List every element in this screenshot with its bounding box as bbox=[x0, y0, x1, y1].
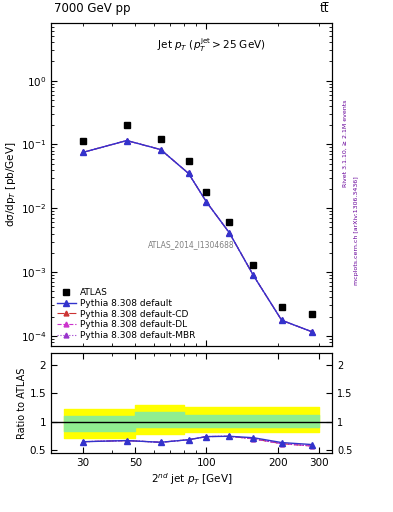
ATLAS bbox=[227, 219, 232, 225]
Pythia 8.308 default-DL bbox=[81, 150, 85, 156]
Pythia 8.308 default-CD bbox=[186, 170, 191, 177]
Pythia 8.308 default bbox=[158, 146, 163, 153]
Pythia 8.308 default-DL bbox=[227, 230, 232, 236]
Pythia 8.308 default-MBR bbox=[158, 146, 163, 153]
ATLAS bbox=[310, 311, 314, 317]
Pythia 8.308 default bbox=[204, 199, 209, 205]
Pythia 8.308 default-CD bbox=[279, 317, 284, 323]
ATLAS bbox=[251, 262, 256, 268]
Pythia 8.308 default-CD bbox=[310, 329, 314, 335]
ATLAS bbox=[158, 136, 163, 142]
Pythia 8.308 default bbox=[125, 137, 129, 143]
ATLAS bbox=[204, 189, 209, 195]
Line: Pythia 8.308 default-MBR: Pythia 8.308 default-MBR bbox=[81, 138, 314, 334]
Pythia 8.308 default-MBR bbox=[125, 137, 129, 143]
Pythia 8.308 default-CD bbox=[81, 150, 85, 156]
Pythia 8.308 default-CD bbox=[227, 230, 232, 236]
Pythia 8.308 default bbox=[227, 230, 232, 236]
Pythia 8.308 default-MBR bbox=[186, 170, 191, 177]
Pythia 8.308 default-MBR bbox=[204, 199, 209, 205]
Text: 7000 GeV pp: 7000 GeV pp bbox=[54, 2, 130, 15]
ATLAS bbox=[186, 158, 191, 164]
Pythia 8.308 default bbox=[251, 272, 256, 279]
X-axis label: $2^{nd}$ jet $p_T$ [GeV]: $2^{nd}$ jet $p_T$ [GeV] bbox=[151, 471, 232, 486]
Pythia 8.308 default bbox=[310, 329, 314, 335]
Text: Rivet 3.1.10, ≥ 2.1M events: Rivet 3.1.10, ≥ 2.1M events bbox=[343, 100, 348, 187]
Pythia 8.308 default-DL bbox=[310, 329, 314, 335]
ATLAS bbox=[81, 137, 85, 143]
Pythia 8.308 default bbox=[279, 317, 284, 323]
Pythia 8.308 default-CD bbox=[204, 199, 209, 205]
Pythia 8.308 default-DL bbox=[251, 272, 256, 279]
Pythia 8.308 default-CD bbox=[158, 146, 163, 153]
Text: mcplots.cern.ch [arXiv:1306.3436]: mcplots.cern.ch [arXiv:1306.3436] bbox=[354, 176, 359, 285]
ATLAS bbox=[279, 304, 284, 310]
Pythia 8.308 default-DL bbox=[125, 137, 129, 143]
Text: Jet $p_T$ ($p_T^{\rm jet}>$25 GeV): Jet $p_T$ ($p_T^{\rm jet}>$25 GeV) bbox=[157, 36, 266, 54]
Pythia 8.308 default-MBR bbox=[81, 150, 85, 156]
Pythia 8.308 default-MBR bbox=[310, 329, 314, 335]
Y-axis label: dσ/dp$_T$ [pb/GeV]: dσ/dp$_T$ [pb/GeV] bbox=[4, 142, 18, 227]
Pythia 8.308 default bbox=[186, 170, 191, 177]
ATLAS bbox=[125, 122, 129, 129]
Pythia 8.308 default-DL bbox=[279, 317, 284, 323]
Legend: ATLAS, Pythia 8.308 default, Pythia 8.308 default-CD, Pythia 8.308 default-DL, P: ATLAS, Pythia 8.308 default, Pythia 8.30… bbox=[55, 287, 196, 341]
Text: ATLAS_2014_I1304688: ATLAS_2014_I1304688 bbox=[148, 240, 235, 249]
Line: Pythia 8.308 default: Pythia 8.308 default bbox=[80, 138, 315, 335]
Line: ATLAS: ATLAS bbox=[80, 122, 315, 317]
Pythia 8.308 default-MBR bbox=[279, 317, 284, 323]
Line: Pythia 8.308 default-DL: Pythia 8.308 default-DL bbox=[81, 138, 314, 334]
Line: Pythia 8.308 default-CD: Pythia 8.308 default-CD bbox=[81, 138, 314, 334]
Pythia 8.308 default-CD bbox=[125, 137, 129, 143]
Text: tt̅: tt̅ bbox=[320, 2, 329, 15]
Pythia 8.308 default-DL bbox=[186, 170, 191, 177]
Pythia 8.308 default-MBR bbox=[227, 230, 232, 236]
Pythia 8.308 default bbox=[81, 150, 85, 156]
Pythia 8.308 default-DL bbox=[158, 146, 163, 153]
Y-axis label: Ratio to ATLAS: Ratio to ATLAS bbox=[17, 368, 27, 439]
Pythia 8.308 default-MBR bbox=[251, 272, 256, 279]
Pythia 8.308 default-DL bbox=[204, 199, 209, 205]
Pythia 8.308 default-CD bbox=[251, 272, 256, 279]
